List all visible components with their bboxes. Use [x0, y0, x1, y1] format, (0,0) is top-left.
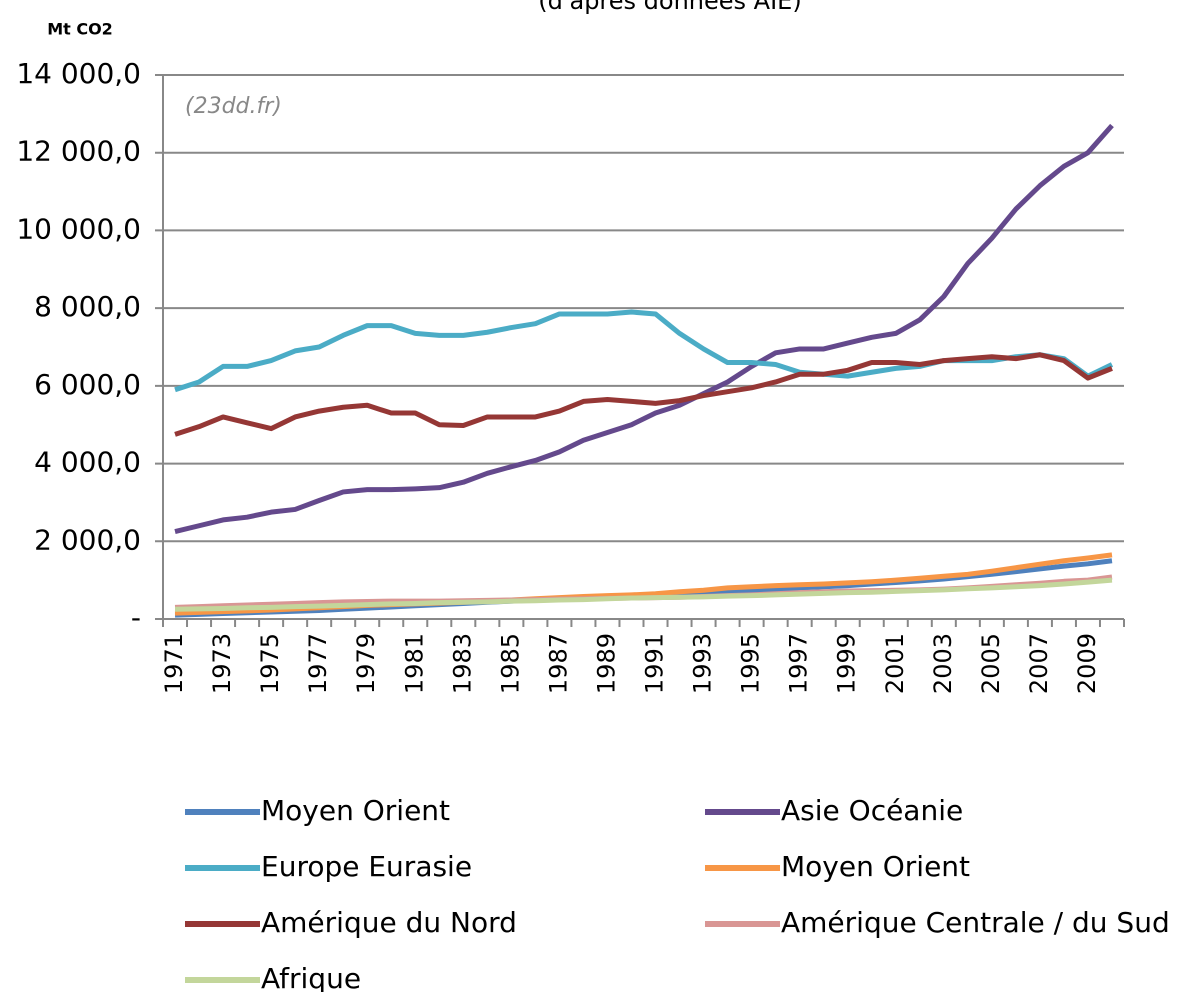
x-tick-label: 1987 [544, 633, 572, 694]
y-tick-label: 12 000,0 [16, 135, 141, 168]
y-tick-label: 4 000,0 [34, 446, 141, 479]
x-tick-label: 1979 [352, 633, 380, 694]
x-tick-label: 1997 [785, 633, 813, 694]
annotation: (23dd.fr) [185, 94, 282, 119]
x-tick-label: 1985 [496, 633, 524, 694]
legend-label: Europe Eurasie [261, 850, 472, 883]
legend-label: Afrique [261, 962, 361, 992]
x-tick-label: 1971 [160, 633, 188, 694]
y-tick-label: - [131, 601, 141, 634]
x-tick-label: 1975 [256, 633, 284, 694]
y-tick-label: 14 000,0 [16, 57, 141, 90]
x-tick-label: 1993 [689, 633, 717, 694]
series-line [174, 352, 1113, 437]
series-line [174, 577, 1113, 612]
x-tick-label: 1991 [641, 633, 669, 694]
x-tick-label: 2009 [1073, 633, 1101, 694]
x-tick-label: 2007 [1025, 633, 1053, 694]
legend-label: Amérique Centrale / du Sud [781, 906, 1170, 939]
x-tick-label: 1981 [400, 633, 428, 694]
x-tick-label: 1989 [592, 633, 620, 694]
y-tick-label: 8 000,0 [34, 290, 141, 323]
y-tick-label: 6 000,0 [34, 368, 141, 401]
x-tick-label: 2003 [929, 633, 957, 694]
legend-label: Moyen Orient [781, 850, 970, 883]
series-line [174, 309, 1114, 393]
legend-label: Asie Océanie [781, 794, 963, 827]
y-axis-label: Mt CO2 [47, 20, 113, 39]
legend-label: Amérique du Nord [261, 906, 517, 939]
y-tick-label: 2 000,0 [34, 523, 141, 556]
series-line [174, 123, 1114, 535]
chart-subtitle: (d'après données AIE) [538, 0, 801, 15]
x-tick-label: 1999 [833, 633, 861, 694]
x-tick-label: 1995 [737, 633, 765, 694]
legend-label: Moyen Orient [261, 794, 450, 827]
x-tick-label: 1977 [304, 633, 332, 694]
x-tick-label: 1983 [448, 633, 476, 694]
x-tick-label: 1973 [208, 633, 236, 694]
x-tick-label: 2001 [881, 633, 909, 694]
y-tick-label: 10 000,0 [16, 212, 141, 245]
x-tick-label: 2005 [977, 633, 1005, 694]
